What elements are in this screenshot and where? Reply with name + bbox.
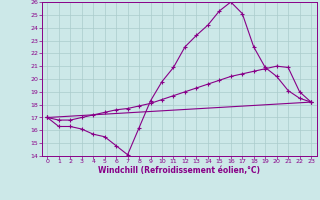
- X-axis label: Windchill (Refroidissement éolien,°C): Windchill (Refroidissement éolien,°C): [98, 166, 260, 175]
